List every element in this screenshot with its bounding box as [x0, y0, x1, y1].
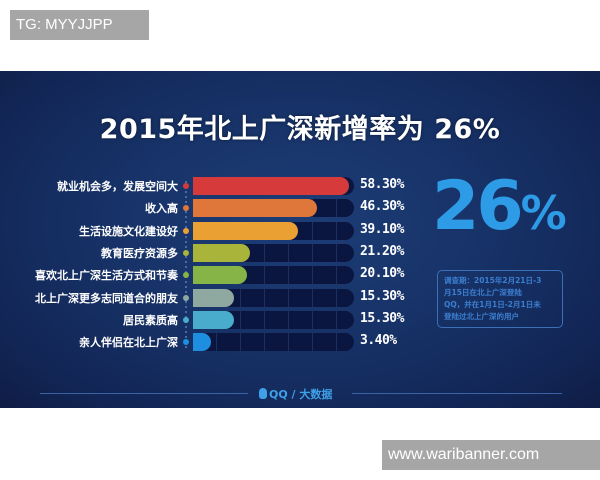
footer-brand: QQ / 大数据 [259, 386, 332, 402]
note-line: 登陆过北上广深的用户 [444, 312, 519, 321]
brand-separator: / [291, 388, 296, 401]
bar-fill [193, 221, 298, 240]
bar-category-label: 北上广深更多志同道合的朋友 [35, 291, 178, 305]
bar-category-label: 喜欢北上广深生活方式和节奏 [35, 269, 178, 283]
bar-row: 北上广深更多志同道合的朋友 15.30% [0, 288, 420, 310]
bar-fill [193, 177, 349, 195]
bar-fill [193, 310, 234, 329]
bar-fill [193, 199, 317, 218]
bar-track [193, 310, 354, 329]
bar-row: 教育医疗资源多 21.20% [0, 243, 420, 265]
bar-value-label: 39.10% [360, 221, 404, 237]
footer-brand-bar: QQ / 大数据 [0, 386, 600, 402]
bar-category-label: 就业机会多，发展空间大 [57, 180, 178, 193]
bar-fill [193, 288, 234, 307]
bullet-dot-icon [183, 272, 189, 279]
headline-percentage: 26% [432, 169, 567, 251]
bar-category-label: 亲人伴侣在北上广深 [79, 336, 178, 350]
bar-category-label: 教育医疗资源多 [101, 246, 178, 260]
bar-track [193, 177, 354, 195]
bar-category-label: 居民素质高 [123, 313, 178, 327]
bar-value-label: 3.40% [360, 333, 397, 349]
bar-track [193, 266, 354, 285]
bar-fill [193, 333, 211, 352]
bar-row: 收入高 46.30% [0, 198, 420, 220]
brand-bigdata: 大数据 [299, 388, 333, 401]
bar-value-label: 15.30% [360, 310, 404, 326]
bar-value-label: 15.30% [360, 288, 404, 304]
bullet-dot-icon [183, 294, 189, 301]
bar-row: 亲人伴侣在北上广深 3.40% [0, 332, 420, 354]
bullet-dot-icon [183, 339, 189, 346]
bar-track [193, 221, 354, 240]
chart-title: 2015年北上广深新增率为 26% [99, 114, 501, 145]
bar-fill [193, 243, 250, 262]
bar-track [193, 243, 354, 262]
infographic-panel: 2015年北上广深新增率为 26% 就业机会多，发展空间大 58.30% 收入高 46… [0, 71, 600, 408]
footer-divider-left [40, 393, 248, 394]
bar-row: 就业机会多，发展空间大 58.30% [0, 176, 420, 198]
bar-row: 居民素质高 15.30% [0, 310, 420, 332]
bar-track [193, 199, 354, 218]
bar-category-label: 收入高 [145, 202, 178, 216]
bullet-dot-icon [183, 227, 189, 234]
bullet-dot-icon [183, 249, 189, 256]
bar-track [193, 333, 354, 352]
note-line: QQ，并在1月1日-2月1日未 [444, 300, 541, 309]
bar-row: 生活设施文化建设好 39.10% [0, 221, 420, 243]
dotted-connector [185, 181, 187, 351]
bar-category-label: 生活设施文化建设好 [79, 224, 178, 238]
bar-track [193, 288, 354, 307]
headline-value: 26 [432, 167, 524, 246]
watermark-top: TG: MYYJJPP [10, 10, 149, 40]
watermark-bottom: www.waribanner.com [382, 440, 600, 470]
bar-value-label: 21.20% [360, 243, 404, 259]
headline-unit: % [520, 186, 567, 240]
bullet-dot-icon [183, 316, 189, 323]
bar-value-label: 58.30% [360, 177, 404, 192]
note-line: 调查期：2015年2月21日-3 [444, 276, 542, 285]
bar-value-label: 20.10% [360, 266, 404, 282]
brand-qq: QQ [269, 388, 288, 401]
note-line: 月15日在北上广深登陆 [444, 288, 522, 297]
bullet-dot-icon [183, 183, 189, 189]
qq-penguin-icon [259, 388, 267, 399]
bullet-dot-icon [183, 205, 189, 212]
bar-value-label: 46.30% [360, 199, 404, 215]
footer-divider-right [352, 393, 562, 394]
bar-row: 喜欢北上广深生活方式和节奏 20.10% [0, 265, 420, 287]
survey-note: 调查期：2015年2月21日-3 月15日在北上广深登陆 QQ，并在1月1日-2… [437, 270, 563, 328]
bar-fill [193, 266, 247, 285]
